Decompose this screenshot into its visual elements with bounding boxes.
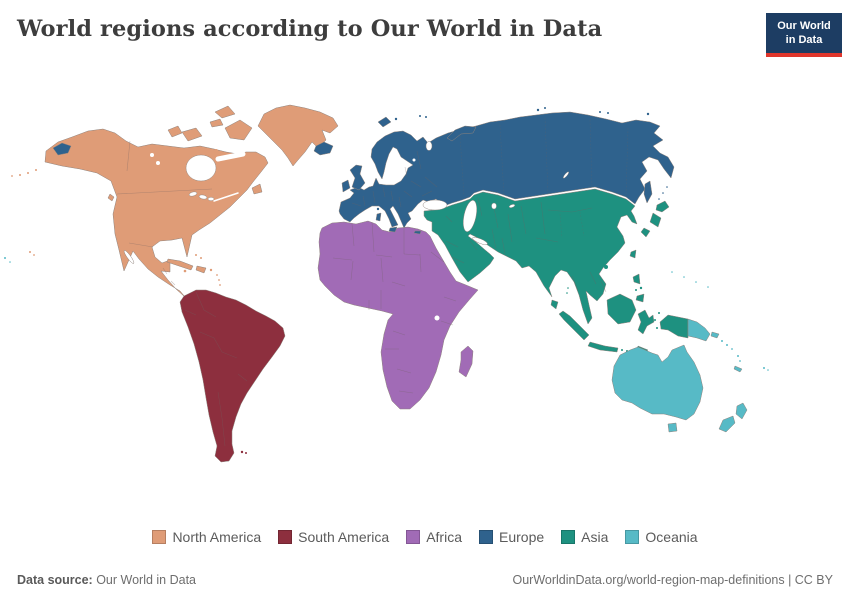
legend-item-europe[interactable]: Europe (479, 529, 544, 545)
region-north-america[interactable] (11, 104, 339, 299)
owid-logo-line1: Our World (777, 20, 831, 32)
legend-swatch-north-america (152, 530, 167, 544)
data-source-label: Data source: (17, 573, 93, 587)
legend-item-asia[interactable]: Asia (561, 529, 608, 545)
legend-label-africa: Africa (426, 529, 462, 545)
legend-item-africa[interactable]: Africa (406, 529, 462, 545)
data-source-value: Our World in Data (92, 573, 197, 587)
legend-swatch-europe (479, 530, 493, 544)
region-africa[interactable] (317, 220, 479, 410)
region-asia[interactable] (423, 188, 689, 354)
attribution-note: OurWorldinData.org/world-region-map-defi… (512, 573, 833, 587)
legend-item-oceania[interactable]: Oceania (625, 529, 698, 545)
legend-label-south-america: South America (298, 529, 390, 545)
owid-logo-stripe (766, 52, 842, 57)
legend-swatch-asia (561, 530, 576, 544)
legend-label-europe: Europe (499, 529, 545, 545)
owid-logo: Our World in Data (766, 13, 842, 57)
legend-item-north-america[interactable]: North America (152, 529, 261, 545)
legend-swatch-south-america (278, 530, 293, 544)
page-title: World regions according to Our World in … (17, 16, 603, 42)
legend-label-asia: Asia (581, 529, 609, 545)
data-source-note: Data source: Our World in Data (17, 573, 196, 587)
region-oceania[interactable] (4, 257, 769, 433)
owid-logo-line2: in Data (785, 34, 823, 47)
legend-item-south-america[interactable]: South America (278, 529, 389, 545)
legend-swatch-africa (406, 530, 421, 544)
region-europe[interactable] (52, 107, 675, 235)
water-bodies (123, 141, 569, 321)
legend-label-north-america: North America (172, 529, 262, 545)
map-legend: North America South America Africa Europ… (0, 529, 850, 545)
legend-swatch-oceania (625, 530, 640, 544)
country-borders (116, 117, 629, 447)
world-map[interactable] (0, 85, 850, 525)
region-south-america[interactable] (179, 289, 286, 463)
owid-logo-box: Our World in Data (766, 13, 842, 53)
legend-label-oceania: Oceania (645, 529, 698, 545)
